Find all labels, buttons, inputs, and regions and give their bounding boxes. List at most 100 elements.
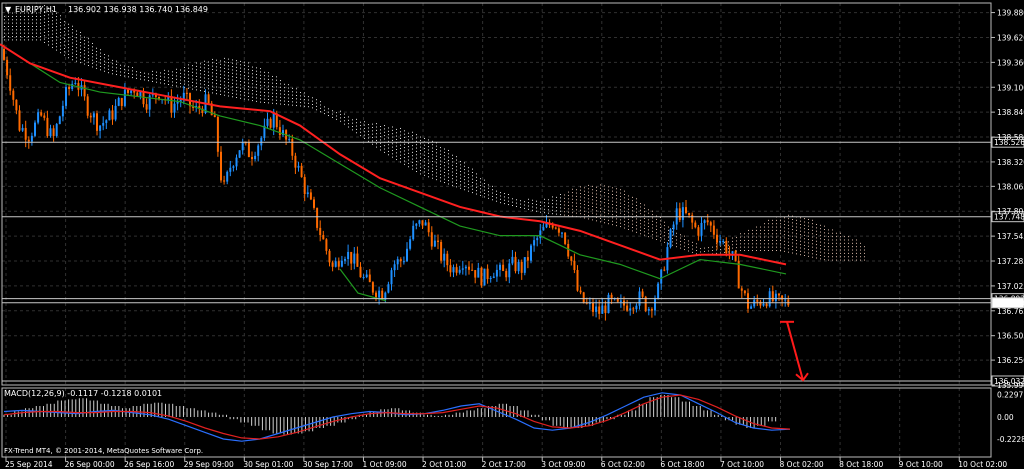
cloud-dot xyxy=(64,24,65,26)
cloud-dot xyxy=(788,234,789,236)
candle-body xyxy=(213,115,216,118)
cloud-dot xyxy=(584,217,585,219)
candle-body xyxy=(576,269,579,291)
candle-body xyxy=(778,293,780,296)
cloud-dot xyxy=(120,68,121,70)
cloud-dot xyxy=(644,227,645,229)
cloud-dot xyxy=(472,192,473,194)
candle-body xyxy=(52,128,55,136)
cloud-dot xyxy=(848,256,849,258)
cloud-dot xyxy=(504,199,505,201)
cloud-dot xyxy=(276,79,277,81)
cloud-dot xyxy=(436,169,437,171)
cloud-dot xyxy=(764,229,765,231)
cloud-dot xyxy=(280,83,281,85)
cloud-dot xyxy=(728,244,729,246)
cloud-dot xyxy=(168,80,169,82)
cloud-dot xyxy=(68,27,69,29)
cloud-dot xyxy=(660,220,661,222)
cloud-dot xyxy=(584,194,585,195)
cloud-dot xyxy=(664,231,665,233)
cloud-dot xyxy=(856,246,857,248)
cloud-dot xyxy=(776,243,777,245)
cloud-dot xyxy=(236,70,237,72)
cloud-dot xyxy=(392,136,393,138)
candle-body xyxy=(533,240,536,246)
cloud-dot xyxy=(88,44,89,46)
cloud-dot xyxy=(556,210,557,212)
cloud-dot xyxy=(596,196,597,198)
cloud-dot xyxy=(760,236,761,238)
cloud-dot xyxy=(96,51,97,53)
cloud-dot xyxy=(36,32,37,34)
cloud-dot xyxy=(792,225,793,227)
cloud-dot xyxy=(696,243,697,245)
cloud-dot xyxy=(40,9,41,11)
cloud-dot xyxy=(32,12,33,14)
cloud-dot xyxy=(764,226,765,228)
cloud-dot xyxy=(788,218,789,220)
cloud-dot xyxy=(568,205,569,207)
cloud-dot xyxy=(636,228,637,230)
cloud-dot xyxy=(36,29,37,31)
cloud-dot xyxy=(528,202,529,204)
cloud-dot xyxy=(204,84,205,86)
cloud-dot xyxy=(428,142,429,144)
cloud-dot xyxy=(356,118,357,120)
cloud-dot xyxy=(52,23,53,25)
cloud-dot xyxy=(64,51,65,53)
candle-body xyxy=(691,215,694,223)
cloud-dot xyxy=(360,128,361,130)
cloud-dot xyxy=(620,209,621,211)
candle-body xyxy=(421,220,424,226)
candle-body xyxy=(92,113,95,118)
cloud-dot xyxy=(408,132,409,134)
candle-body xyxy=(418,220,421,224)
cloud-dot xyxy=(92,59,93,61)
cloud-dot xyxy=(40,12,41,14)
cloud-dot xyxy=(388,140,389,142)
cloud-dot xyxy=(364,127,365,129)
dropdown-arrow-icon[interactable]: ▼ xyxy=(5,5,12,14)
cloud-dot xyxy=(440,157,441,159)
cloud-dot xyxy=(336,118,337,120)
cloud-dot xyxy=(540,208,541,210)
candle-body xyxy=(102,122,105,126)
cloud-dot xyxy=(864,249,865,251)
candle-body xyxy=(46,117,49,136)
candle-body xyxy=(415,223,418,226)
x-tick-label: 29 Sep 09:00 xyxy=(184,460,234,469)
candle-body xyxy=(471,269,474,271)
cloud-dot xyxy=(508,200,509,202)
cloud-dot xyxy=(244,98,245,100)
candle-body xyxy=(430,232,433,247)
candle-body xyxy=(499,264,501,270)
cloud-dot xyxy=(424,158,425,160)
cloud-dot xyxy=(840,242,841,244)
cloud-dot xyxy=(772,226,773,228)
cloud-dot xyxy=(756,236,757,238)
cloud-dot xyxy=(196,69,197,71)
cloud-dot xyxy=(176,72,177,74)
cloud-dot xyxy=(432,147,433,149)
cloud-dot xyxy=(24,36,25,38)
cloud-dot xyxy=(192,81,193,83)
cloud-dot xyxy=(272,89,273,91)
y-tick-label: 138.580 xyxy=(997,133,1024,142)
candle-body xyxy=(579,290,582,293)
cloud-dot xyxy=(220,80,221,82)
candle-body xyxy=(514,256,517,272)
cloud-dot xyxy=(440,180,441,182)
cloud-dot xyxy=(24,5,25,7)
cloud-dot xyxy=(128,76,129,78)
candle-body xyxy=(185,92,188,94)
cloud-dot xyxy=(724,251,725,253)
cloud-dot xyxy=(808,222,809,224)
cloud-dot xyxy=(644,207,645,209)
cloud-dot xyxy=(652,230,653,232)
cloud-dot xyxy=(440,177,441,179)
cloud-dot xyxy=(560,200,561,202)
cloud-dot xyxy=(296,101,297,103)
